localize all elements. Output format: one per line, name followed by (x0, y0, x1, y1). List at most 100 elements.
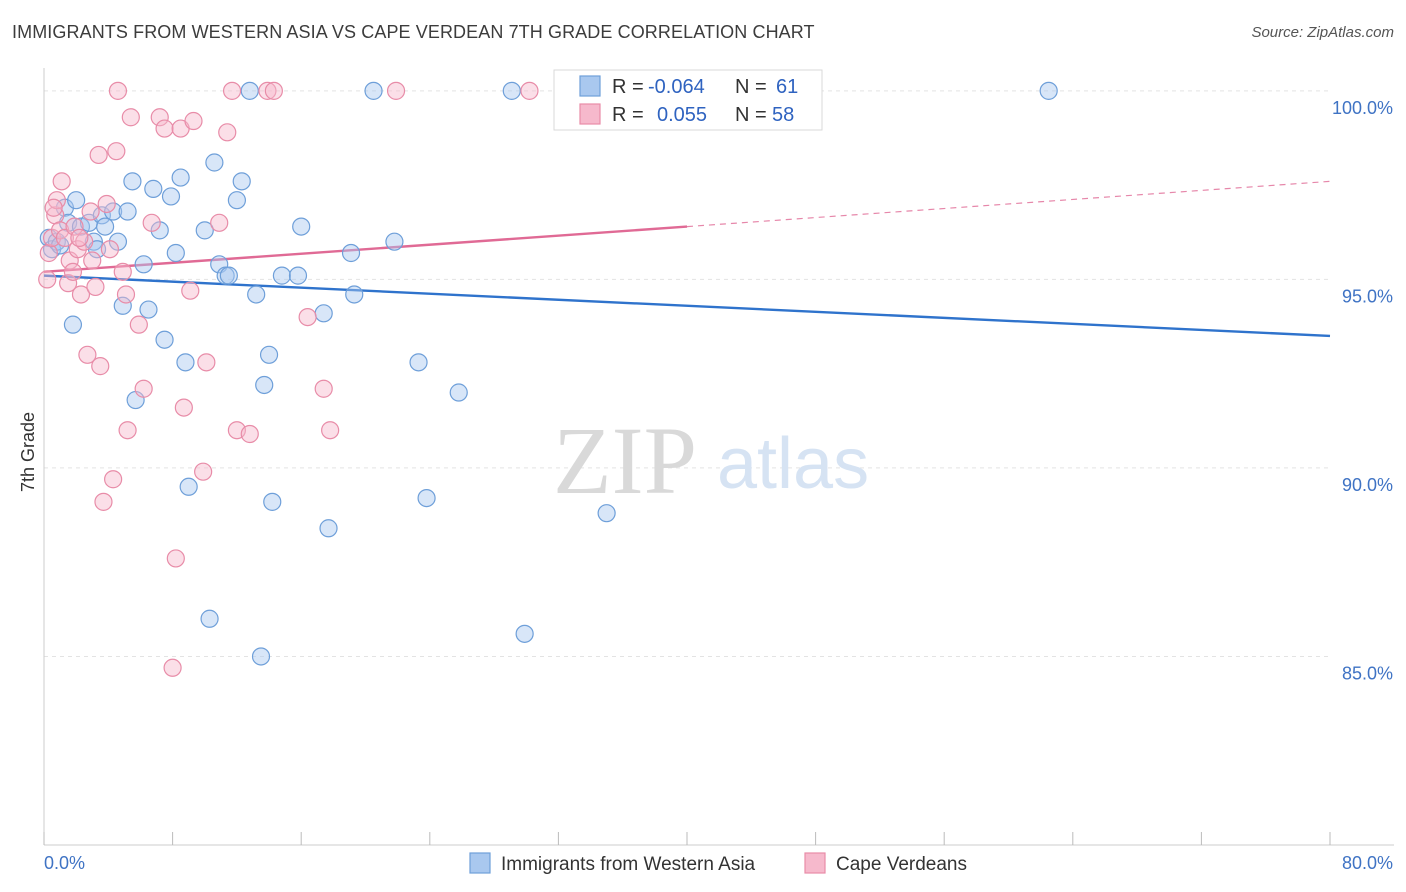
data-point-blue (597, 504, 616, 523)
data-points (38, 81, 1058, 677)
data-point-blue (171, 168, 190, 187)
data-point-blue (417, 488, 436, 508)
bottom-legend-label-blue: Immigrants from Western Asia (501, 854, 756, 875)
data-point-pink (194, 462, 213, 481)
data-point-pink (100, 240, 120, 259)
data-point-pink (197, 353, 216, 372)
data-point-pink (86, 277, 105, 297)
data-point-pink (38, 270, 57, 289)
data-point-pink (68, 240, 87, 259)
data-point-pink (94, 492, 113, 511)
data-point-blue (200, 609, 219, 628)
data-point-pink (184, 111, 203, 131)
data-point-pink (44, 198, 63, 217)
data-point-blue (219, 266, 238, 285)
y-tick-label: 90.0% (1342, 475, 1393, 495)
data-point-pink (89, 145, 108, 165)
data-point-pink (118, 421, 137, 440)
data-point-blue (515, 624, 534, 643)
legend-r-value-pink: 0.055 (657, 104, 707, 126)
watermark-atlas: atlas (717, 424, 869, 504)
y-tick-label: 100.0% (1332, 98, 1393, 118)
data-point-blue (123, 172, 142, 191)
y-tick-label: 95.0% (1342, 286, 1393, 306)
data-point-blue (176, 353, 195, 372)
data-point-blue (314, 304, 333, 323)
trend-line-blue (43, 274, 1331, 338)
data-point-blue (259, 345, 279, 364)
data-point-blue (195, 221, 214, 240)
data-point-blue (63, 315, 83, 334)
legend-r-label-blue: R = (612, 76, 644, 98)
data-point-blue (166, 243, 185, 263)
data-point-pink (107, 142, 126, 161)
data-point-blue (364, 81, 383, 100)
trend-line-dashed-pink (686, 180, 1331, 228)
data-point-blue (449, 383, 468, 402)
data-point-blue (240, 81, 259, 100)
data-point-blue (179, 477, 198, 496)
data-point-pink (121, 108, 140, 127)
data-point-pink (63, 262, 83, 281)
bottom-legend: Immigrants from Western Asia Cape Verdea… (469, 852, 967, 875)
bottom-legend-swatch-pink (804, 852, 826, 874)
data-point-blue (113, 296, 132, 315)
data-point-pink (386, 81, 406, 100)
data-point-pink (129, 315, 148, 334)
data-point-blue (292, 217, 311, 236)
legend-swatch-pink (579, 103, 601, 125)
data-point-pink (222, 81, 242, 100)
data-point-blue (232, 172, 251, 191)
data-point-pink (71, 285, 91, 304)
y-axis-label: 7th Grade (18, 412, 38, 492)
legend-box: R = -0.064 N = 61 R = 0.055 N = 58 (553, 69, 823, 131)
legend-n-label-pink: N = (735, 104, 767, 126)
data-point-blue (118, 202, 137, 221)
data-point-blue (341, 243, 361, 263)
data-point-blue (288, 266, 308, 285)
data-point-pink (97, 194, 116, 214)
data-point-pink (258, 81, 277, 100)
data-point-pink (174, 398, 193, 417)
data-point-blue (272, 266, 292, 285)
data-point-pink (83, 251, 102, 270)
watermark-zip: ZIP (553, 407, 697, 514)
data-point-blue (247, 285, 266, 304)
data-point-pink (314, 379, 333, 398)
bottom-legend-swatch-blue (469, 852, 491, 874)
data-point-blue (319, 519, 338, 538)
legend-n-value-pink: 58 (772, 104, 794, 126)
data-point-blue (205, 153, 224, 172)
chart-source: Source: ZipAtlas.com (1251, 24, 1394, 41)
data-point-pink (142, 213, 161, 232)
legend-swatch-blue (579, 75, 601, 97)
data-point-pink (52, 172, 71, 191)
data-point-pink (70, 228, 89, 248)
data-point-pink (65, 217, 84, 236)
data-point-blue (255, 375, 274, 395)
data-point-blue (139, 300, 158, 319)
data-point-pink (210, 213, 229, 232)
legend-n-value-blue: 61 (776, 76, 798, 98)
data-point-blue (409, 353, 428, 372)
data-point-pink (81, 202, 100, 221)
x-tick-label-min: 0.0% (44, 853, 85, 873)
data-point-pink (166, 549, 185, 568)
data-point-pink (264, 81, 283, 100)
data-point-pink (218, 123, 237, 142)
data-point-blue (155, 330, 174, 349)
data-point-pink (321, 421, 340, 440)
x-tick-label-max: 80.0% (1342, 853, 1393, 873)
data-point-pink (240, 424, 259, 444)
legend-r-value-blue: -0.064 (648, 76, 705, 98)
data-point-pink (104, 470, 123, 489)
data-point-blue (251, 647, 271, 666)
bottom-legend-label-pink: Cape Verdeans (836, 854, 967, 875)
y-tick-label: 85.0% (1342, 663, 1393, 683)
legend-n-label-blue: N = (735, 76, 767, 98)
data-point-blue (227, 191, 246, 210)
data-point-pink (163, 658, 182, 677)
data-point-pink (150, 108, 169, 127)
data-point-pink (520, 81, 539, 100)
